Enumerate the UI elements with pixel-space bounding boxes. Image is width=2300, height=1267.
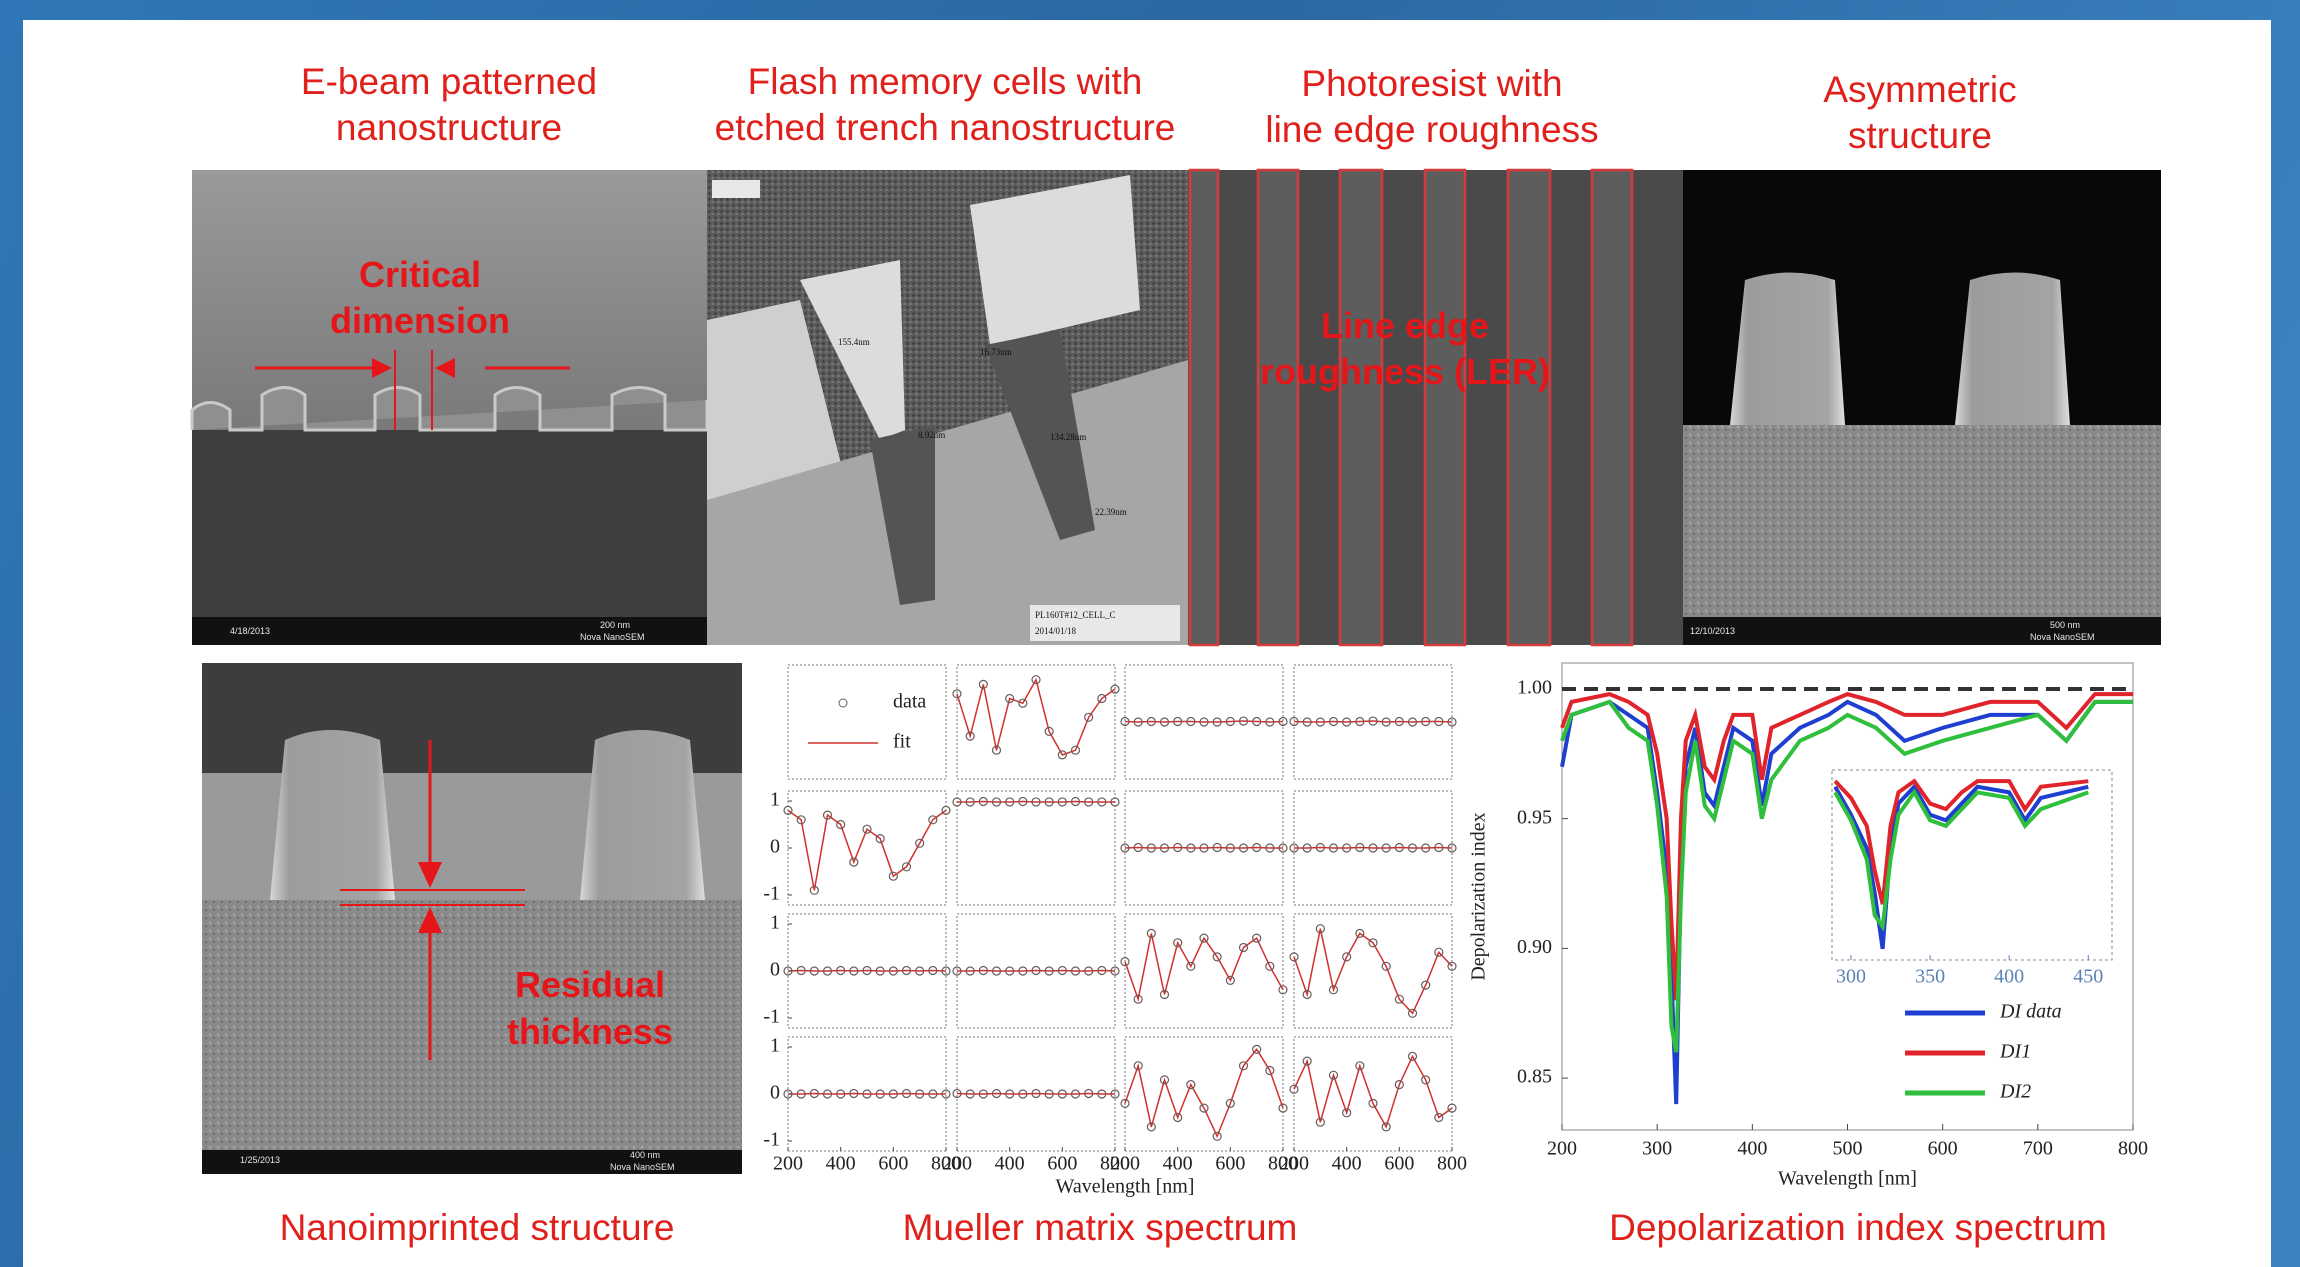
x-tick-label: 400 bbox=[1737, 1138, 1767, 1160]
panel-title: structure bbox=[1848, 115, 1992, 156]
page: {"panels": [ {"title": ["E-beam patterne… bbox=[0, 0, 2300, 1267]
info-text: Nova NanoSEM bbox=[610, 1162, 675, 1172]
x-tick-label: 600 bbox=[1215, 1153, 1245, 1175]
x-axis-label: Wavelength [nm] bbox=[1056, 1176, 1195, 1198]
panel-title: etched trench nanostructure bbox=[715, 107, 1176, 148]
annotation: roughness (LER) bbox=[1260, 351, 1550, 392]
info-text: 400 nm bbox=[630, 1150, 660, 1160]
panel-title: nanostructure bbox=[336, 107, 562, 148]
measure-label: 134.28nm bbox=[1050, 432, 1086, 442]
info-text: 500 nm bbox=[2050, 620, 2080, 630]
figure: Critical dimension 4/18/2013 Nova NanoSE… bbox=[0, 0, 2300, 1267]
x-tick-label: 400 bbox=[1163, 1153, 1193, 1175]
chart-title: Mueller matrix spectrum bbox=[903, 1207, 1298, 1248]
inset-tick-label: 450 bbox=[2073, 966, 2103, 988]
measure-label: 155.4nm bbox=[838, 337, 870, 347]
measure-label: 16.73nm bbox=[980, 347, 1012, 357]
info-text: 200 nm bbox=[600, 620, 630, 630]
inset-tick-label: 300 bbox=[1836, 966, 1866, 988]
x-axis-label: Wavelength [nm] bbox=[1778, 1168, 1917, 1190]
x-tick-label: 600 bbox=[878, 1153, 908, 1175]
y-axis-label: Depolarization index bbox=[1468, 812, 1490, 980]
y-tick-label: -1 bbox=[763, 1129, 780, 1151]
annotation: Line edge bbox=[1321, 305, 1489, 346]
y-tick-label: 0 bbox=[770, 959, 780, 981]
x-tick-label: 600 bbox=[1928, 1138, 1958, 1160]
legend-label: data bbox=[893, 691, 926, 713]
x-tick-label: 200 bbox=[942, 1153, 972, 1175]
chart-title: Depolarization index spectrum bbox=[1609, 1207, 2107, 1248]
y-tick-label: -1 bbox=[763, 1006, 780, 1028]
inset-tick-label: 350 bbox=[1915, 966, 1945, 988]
image-label: PL160T#12_CELL_C bbox=[1035, 610, 1116, 620]
sem-image-nanoimprint bbox=[202, 663, 742, 1174]
annotation: Residual bbox=[515, 964, 665, 1005]
info-text: 4/18/2013 bbox=[230, 626, 270, 636]
panel-title: line edge roughness bbox=[1265, 109, 1598, 150]
annotation: dimension bbox=[330, 300, 510, 341]
cell-frame bbox=[788, 665, 946, 779]
sem-image-ler bbox=[1188, 170, 1683, 645]
info-text: Nova NanoSEM bbox=[580, 632, 645, 642]
panel-title: Asymmetric bbox=[1823, 69, 2016, 110]
x-tick-label: 400 bbox=[995, 1153, 1025, 1175]
legend-label: DI data bbox=[1999, 1001, 2062, 1023]
y-tick-label: 0.95 bbox=[1517, 806, 1552, 828]
x-tick-label: 300 bbox=[1642, 1138, 1672, 1160]
x-tick-label: 600 bbox=[1047, 1153, 1077, 1175]
measure-label: 22.39nm bbox=[1095, 507, 1127, 517]
annotation: Critical bbox=[359, 254, 481, 295]
x-tick-label: 600 bbox=[1384, 1153, 1414, 1175]
x-tick-label: 200 bbox=[773, 1153, 803, 1175]
info-text: 1/25/2013 bbox=[240, 1155, 280, 1165]
x-tick-label: 700 bbox=[2023, 1138, 2053, 1160]
y-tick-label: 1.00 bbox=[1517, 677, 1552, 699]
tem-image-flash bbox=[707, 170, 1188, 645]
y-tick-label: 1 bbox=[770, 1035, 780, 1057]
y-tick-label: 0 bbox=[770, 1082, 780, 1104]
panel-title: E-beam patterned bbox=[301, 61, 597, 102]
legend-label: fit bbox=[893, 731, 911, 753]
sem-image-asymmetric bbox=[1683, 170, 2161, 645]
annotation: thickness bbox=[507, 1011, 673, 1052]
y-tick-label: -1 bbox=[763, 883, 780, 905]
y-tick-label: 0 bbox=[770, 836, 780, 858]
x-tick-label: 200 bbox=[1110, 1153, 1140, 1175]
info-text: Nova NanoSEM bbox=[2030, 632, 2095, 642]
sem-image-ebeam bbox=[192, 170, 707, 645]
x-tick-label: 400 bbox=[826, 1153, 856, 1175]
y-tick-label: 1 bbox=[770, 912, 780, 934]
x-tick-label: 200 bbox=[1279, 1153, 1309, 1175]
cell-frame bbox=[957, 791, 1115, 905]
image-label: 2014/01/18 bbox=[1035, 626, 1077, 636]
measure-label: 8.92nm bbox=[918, 430, 945, 440]
panel-title: Flash memory cells with bbox=[748, 61, 1143, 102]
inset-tick-label: 400 bbox=[1994, 966, 2024, 988]
y-tick-label: 0.85 bbox=[1517, 1066, 1552, 1088]
x-tick-label: 500 bbox=[1833, 1138, 1863, 1160]
info-text: 12/10/2013 bbox=[1690, 626, 1735, 636]
panel-title: Nanoimprinted structure bbox=[280, 1207, 675, 1248]
y-tick-label: 0.90 bbox=[1517, 936, 1552, 958]
panel-title: Photoresist with bbox=[1301, 63, 1562, 104]
y-tick-label: 1 bbox=[770, 789, 780, 811]
x-tick-label: 800 bbox=[1437, 1153, 1467, 1175]
legend-label: DI1 bbox=[1999, 1041, 2031, 1063]
legend-label: DI2 bbox=[1999, 1081, 2031, 1103]
x-tick-label: 800 bbox=[2118, 1138, 2148, 1160]
cell-frame bbox=[1294, 1037, 1452, 1151]
x-tick-label: 200 bbox=[1547, 1138, 1577, 1160]
x-tick-label: 400 bbox=[1332, 1153, 1362, 1175]
